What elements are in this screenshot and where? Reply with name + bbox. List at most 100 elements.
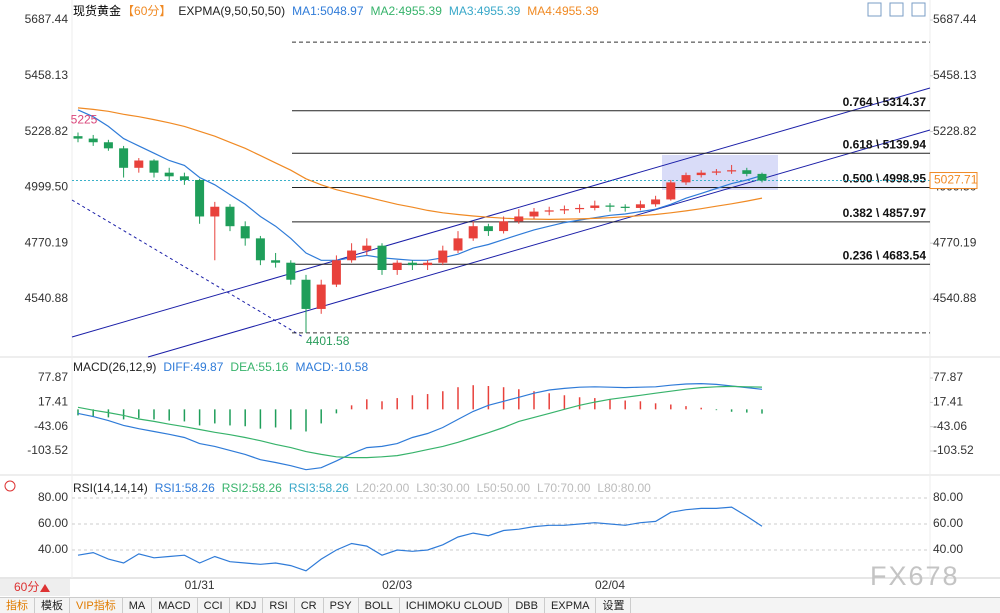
legend-item: MA3:4955.39	[448, 3, 521, 18]
legend-item: MA2:4955.39	[370, 3, 442, 18]
legend-item: MA4:4955.39	[527, 3, 599, 18]
x-tick-label: 02/04	[595, 578, 625, 592]
candle-body	[210, 206, 220, 217]
toolbar-button[interactable]: DBB	[509, 598, 545, 613]
candle-body	[88, 138, 98, 143]
tool-icon[interactable]	[889, 2, 904, 17]
indicator-title[interactable]: RSI(14,14,14)	[73, 481, 148, 495]
period-arrow[interactable]	[40, 584, 50, 592]
channel-line	[147, 129, 931, 358]
candle-body	[529, 211, 539, 217]
y-tick-label-right: 40.00	[933, 542, 963, 556]
legend-item: RSI3:58.26	[288, 481, 349, 495]
candle-body	[286, 262, 296, 280]
legend-item: RSI2:58.26	[221, 481, 282, 495]
y-tick-label-right: 4540.88	[933, 291, 977, 305]
toolbar-button[interactable]: BOLL	[359, 598, 400, 613]
indicator-title[interactable]: MACD(26,12,9)	[73, 360, 157, 374]
legend-item: L70:70.00	[537, 481, 591, 495]
fib-label: 0.618 \ 5139.94	[843, 137, 927, 151]
candle-body	[179, 176, 189, 180]
legend-item: DEA:55.16	[230, 360, 289, 374]
candle-body	[757, 173, 767, 181]
y-tick-label-right: 4770.19	[933, 235, 977, 249]
candle-body	[331, 260, 341, 285]
y-tick-label: 5458.13	[25, 68, 69, 82]
candle-body	[559, 209, 569, 211]
toolbar-button[interactable]: CCI	[198, 598, 230, 613]
candle-body	[514, 216, 524, 222]
x-tick-label: 01/31	[185, 578, 215, 592]
candle-body	[605, 205, 615, 207]
toolbar-button[interactable]: RSI	[263, 598, 295, 613]
fib-label: 0.500 \ 4998.95	[843, 172, 927, 186]
legend-item: L30:30.00	[416, 481, 470, 495]
period-label[interactable]: 60分	[14, 580, 39, 594]
toolbar-button[interactable]: 指标	[0, 598, 35, 613]
trend-line	[71, 199, 304, 338]
candle-body	[711, 171, 721, 173]
watermark: FX678	[870, 561, 960, 591]
y-tick-label-right: 80.00	[933, 490, 963, 504]
y-tick-label: 4770.19	[25, 235, 69, 249]
candle-body	[696, 172, 706, 176]
toolbar-button[interactable]: MA	[123, 598, 153, 613]
toolbar-button[interactable]: ICHIMOKU CLOUD	[400, 598, 510, 613]
low-label: 4401.58	[306, 334, 350, 348]
toolbar-button[interactable]: 模板	[35, 598, 70, 613]
toolbar-button[interactable]: PSY	[324, 598, 359, 613]
indicator-title[interactable]: EXPMA(9,50,50,50)	[178, 3, 286, 18]
candle-body	[407, 262, 417, 266]
toolbar-button[interactable]: KDJ	[230, 598, 264, 613]
candle-body	[483, 226, 493, 232]
x-tick-label: 02/03	[382, 578, 412, 592]
toolbar-button[interactable]: EXPMA	[545, 598, 597, 613]
candle-body	[681, 175, 691, 183]
candle-body	[590, 205, 600, 208]
y-tick-label: 4540.88	[25, 291, 69, 305]
price-legend: 现货黄金 【60分】 EXPMA(9,50,50,50) MA1:5048.97 M…	[73, 2, 599, 19]
candle-body	[164, 172, 174, 177]
candle-body	[575, 207, 585, 210]
y-tick-label: 60.00	[38, 516, 68, 530]
tool-icon[interactable]	[867, 2, 882, 17]
candle-body	[392, 262, 402, 271]
last-price-label: 5027.71	[934, 173, 978, 187]
toolbar-button[interactable]: CR	[295, 598, 324, 613]
settings-icon[interactable]	[4, 480, 16, 492]
rsi-legend: RSI(14,14,14) RSI1:58.26 RSI2:58.26 RSI3:58…	[73, 481, 651, 495]
y-tick-label-right: 77.87	[933, 370, 963, 384]
candle-body	[134, 160, 144, 168]
candle-body	[73, 136, 83, 139]
fib-label: 0.236 \ 4683.54	[843, 248, 927, 262]
legend-item: DIFF:49.87	[163, 360, 224, 374]
candle-body	[438, 250, 448, 263]
legend-item: L20:20.00	[355, 481, 410, 495]
candle-body	[255, 238, 265, 261]
legend-item: MACD:-10.58	[295, 360, 369, 374]
period-selector[interactable]	[0, 579, 70, 596]
y-tick-label-right: -103.52	[933, 443, 974, 457]
y-tick-label: 80.00	[38, 490, 68, 504]
candle-body	[225, 206, 235, 227]
y-tick-label-right: 5687.44	[933, 12, 977, 26]
toolbar-button[interactable]: VIP指标	[70, 598, 123, 613]
y-tick-label-right: 5458.13	[933, 68, 977, 82]
indicator-line	[77, 506, 763, 572]
candle-body	[666, 182, 676, 200]
fib-label: 0.382 \ 4857.97	[843, 206, 927, 220]
indicator-line	[77, 382, 763, 471]
legend-item: RSI1:58.26	[154, 481, 215, 495]
legend-item: MA1:5048.97	[292, 3, 364, 18]
symbol: 现货黄金	[73, 4, 122, 18]
y-tick-label: -103.52	[27, 443, 68, 457]
candle-body	[240, 226, 250, 239]
y-tick-label-right: 60.00	[933, 516, 963, 530]
tool-icon[interactable]	[911, 2, 926, 17]
candle-body	[499, 221, 509, 232]
y-tick-label: 40.00	[38, 542, 68, 556]
candle-body	[301, 279, 311, 309]
candle-body	[423, 262, 433, 266]
toolbar-button[interactable]: 设置	[596, 598, 632, 613]
toolbar-button[interactable]: MACD	[152, 598, 198, 613]
